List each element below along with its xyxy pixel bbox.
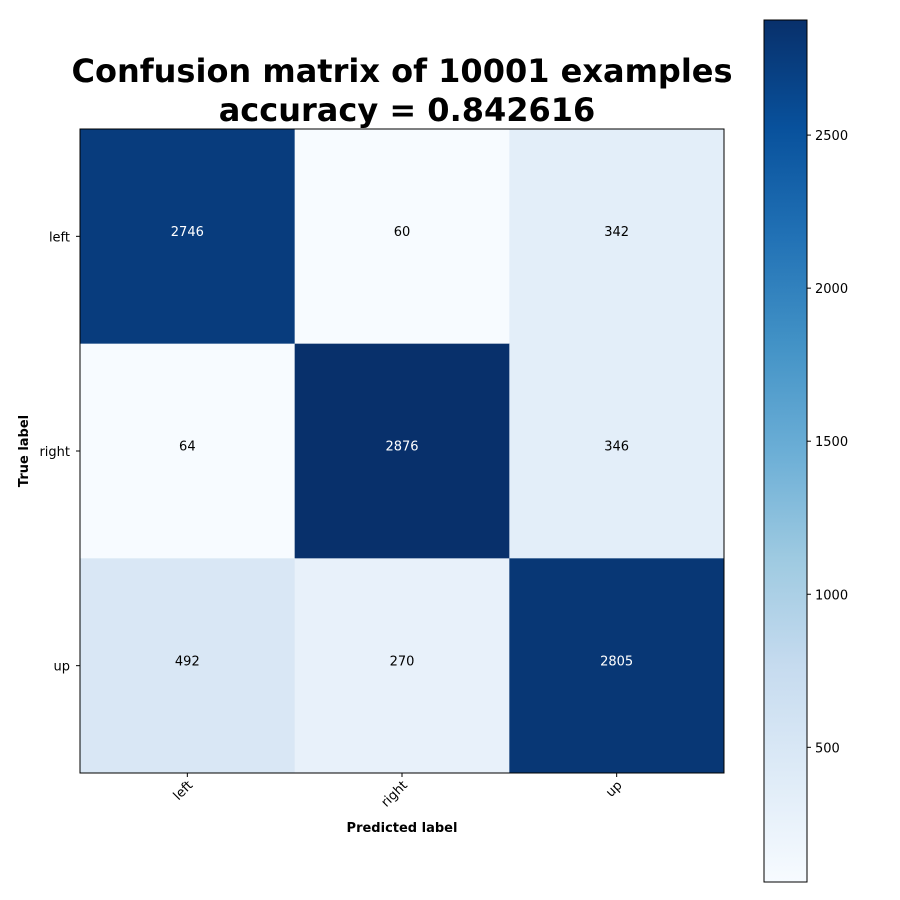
cell-value-up-right: 270 xyxy=(390,654,415,669)
heatmap-cell-labels: 2746 60 342 64 2876 346 492 270 2805 xyxy=(171,225,633,669)
cell-value-left-up: 342 xyxy=(604,225,629,240)
cell-right-right xyxy=(294,343,510,559)
x-axis-ticks: left right up xyxy=(171,773,625,810)
x-tick-label-up: up xyxy=(603,778,625,800)
chart-subtitle: accuracy = 0.842616 xyxy=(219,91,596,129)
chart-title: Confusion matrix of 10001 examples xyxy=(71,52,732,90)
cell-value-left-left: 2746 xyxy=(171,225,204,240)
y-axis-label: True label xyxy=(17,415,32,487)
colorbar-tick-label: 500 xyxy=(815,741,840,756)
colorbar-tick-label: 2000 xyxy=(815,282,848,297)
cell-right-left xyxy=(80,343,296,559)
cell-value-left-right: 60 xyxy=(394,225,411,240)
cell-up-right xyxy=(294,558,510,774)
colorbar-ticks: 500 1000 1500 2000 2500 xyxy=(807,129,848,756)
colorbar-tick-label: 1000 xyxy=(815,588,848,603)
colorbar xyxy=(763,19,808,883)
x-tick-label-right: right xyxy=(379,778,411,810)
cell-value-right-left: 64 xyxy=(179,440,196,455)
cell-up-left xyxy=(80,558,296,774)
cell-up-up xyxy=(509,558,725,774)
x-axis-label: Predicted label xyxy=(347,821,458,836)
cell-right-up xyxy=(509,343,725,559)
cell-value-right-right: 2876 xyxy=(385,440,418,455)
cell-value-right-up: 346 xyxy=(604,440,629,455)
colorbar-tick-label: 2500 xyxy=(815,129,848,144)
y-tick-label-up: up xyxy=(54,660,71,675)
y-axis-ticks: left right up xyxy=(39,230,80,675)
x-tick-label-left: left xyxy=(171,778,197,804)
cell-left-up xyxy=(509,129,725,345)
colorbar-tick-label: 1500 xyxy=(815,435,848,450)
y-tick-label-right: right xyxy=(39,445,70,460)
cell-value-up-up: 2805 xyxy=(600,654,633,669)
cell-left-right xyxy=(294,129,510,345)
cell-left-left xyxy=(80,129,296,345)
heatmap-cells xyxy=(80,129,725,774)
cell-value-up-left: 492 xyxy=(175,654,200,669)
y-tick-label-left: left xyxy=(49,230,70,245)
